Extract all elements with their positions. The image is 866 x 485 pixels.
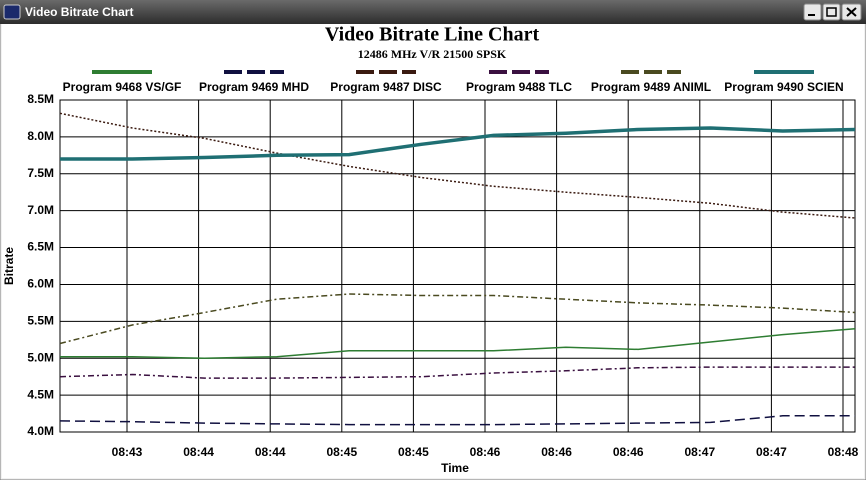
x-tick-label: 08:47 bbox=[684, 445, 715, 459]
legend-label: Program 9487 DISC bbox=[330, 80, 442, 94]
maximize-button[interactable] bbox=[822, 3, 841, 21]
title-bar bbox=[0, 0, 866, 24]
x-tick-label: 08:45 bbox=[398, 445, 429, 459]
x-tick-label: 08:48 bbox=[828, 445, 859, 459]
series-line bbox=[59, 415, 855, 426]
x-tick-label: 08:44 bbox=[255, 445, 286, 459]
close-button[interactable] bbox=[841, 3, 862, 21]
y-tick-label: 8.5M bbox=[27, 92, 54, 106]
series-line bbox=[60, 126, 856, 161]
y-tick-label: 7.0M bbox=[27, 203, 54, 217]
legend-label: Program 9488 TLC bbox=[466, 80, 572, 94]
x-axis-label: Time bbox=[441, 461, 469, 475]
series-line bbox=[59, 293, 856, 345]
y-tick-label: 4.0M bbox=[27, 424, 54, 438]
chart-title: Video Bitrate Line Chart bbox=[325, 24, 540, 46]
plot-area bbox=[59, 99, 856, 433]
minimize-button[interactable] bbox=[803, 3, 822, 21]
series-line bbox=[59, 112, 856, 219]
series-line bbox=[59, 366, 855, 379]
y-axis-label: Bitrate bbox=[2, 247, 16, 285]
x-tick-label: 08:45 bbox=[326, 445, 357, 459]
chart-subtitle: 12486 MHz V/R 21500 SPSK bbox=[358, 47, 507, 61]
y-tick-label: 6.5M bbox=[27, 240, 54, 254]
legend-label: Program 9468 VS/GF bbox=[63, 80, 182, 94]
x-tick-label: 08:46 bbox=[470, 445, 501, 459]
y-tick-label: 6.0M bbox=[27, 277, 54, 291]
x-tick-label: 08:47 bbox=[756, 445, 787, 459]
series-line bbox=[60, 327, 856, 359]
legend-label: Program 9469 MHD bbox=[199, 80, 309, 94]
x-tick-label: 08:44 bbox=[183, 445, 214, 459]
x-tick-label: 08:46 bbox=[541, 445, 572, 459]
legend-label: Program 9489 ANIML bbox=[591, 80, 711, 94]
y-tick-label: 8.0M bbox=[27, 129, 54, 143]
y-tick-label: 7.5M bbox=[27, 166, 54, 180]
x-tick-label: 08:46 bbox=[613, 445, 644, 459]
y-tick-label: 5.5M bbox=[27, 314, 54, 328]
window-title: Video Bitrate Chart bbox=[25, 5, 133, 19]
y-tick-label: 4.5M bbox=[27, 387, 54, 401]
x-tick-label: 08:43 bbox=[112, 445, 143, 459]
legend-label: Program 9490 SCIEN bbox=[724, 80, 843, 94]
app-icon bbox=[3, 4, 21, 20]
y-tick-label: 5.0M bbox=[27, 350, 54, 364]
